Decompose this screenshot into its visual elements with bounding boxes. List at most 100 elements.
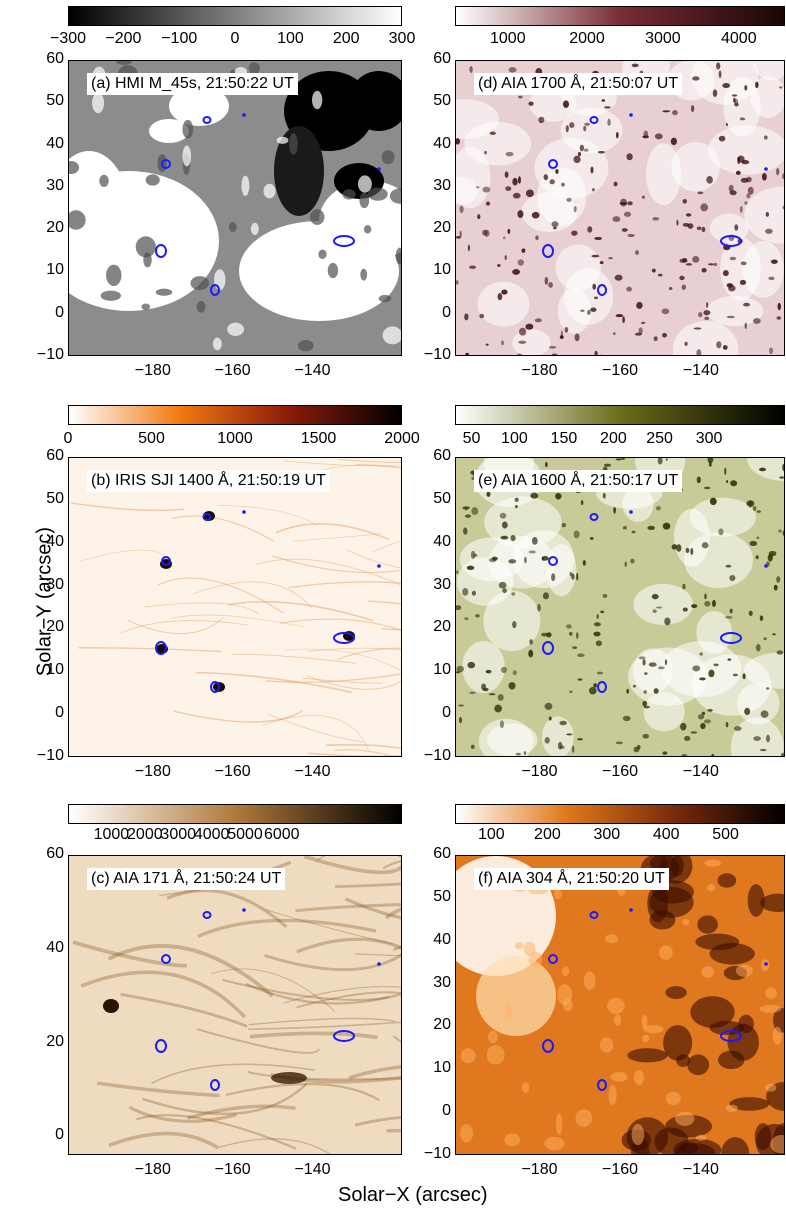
texture-blob	[583, 125, 587, 132]
texture-blob	[149, 119, 189, 143]
loop-strand	[186, 1104, 296, 1120]
texture-blob	[672, 321, 739, 355]
colorbar-tick-label: 3000	[160, 826, 197, 843]
texture-blob	[665, 1091, 681, 1106]
texture-blob	[776, 576, 781, 583]
colorbar-tick-label: 1000	[93, 826, 130, 843]
loop-strand	[248, 1021, 401, 1031]
texture-blob	[569, 122, 575, 128]
loop-strand	[334, 749, 394, 756]
image-panel-a: (a) HMI M_45s, 21:50:22 UT	[68, 60, 402, 356]
contour	[155, 244, 167, 258]
texture-blob	[602, 593, 608, 599]
texture-blob	[716, 341, 722, 349]
texture-blob	[458, 716, 463, 724]
texture-blob	[776, 650, 784, 655]
texture-blob	[684, 532, 754, 588]
texture-blob	[608, 1084, 617, 1106]
texture-blob	[704, 859, 722, 867]
texture-blob	[759, 467, 767, 472]
contour-dot	[377, 167, 381, 171]
texture-blob	[713, 262, 718, 267]
texture-blob	[577, 738, 584, 741]
loop-strand	[271, 555, 400, 574]
texture-blob	[598, 150, 605, 154]
texture-blob	[642, 700, 648, 707]
texture-blob	[782, 530, 784, 536]
loop-strand	[264, 953, 401, 972]
y-tick-label: 20	[433, 618, 451, 636]
contour-dot	[629, 908, 633, 912]
colorbar-tick-label: 2000	[384, 430, 420, 447]
colorbar-tick-label: 200	[534, 826, 561, 843]
x-tick-label: −140	[682, 1161, 719, 1178]
texture-blob	[729, 1097, 770, 1111]
loop-strand	[346, 549, 401, 569]
texture-blob	[576, 632, 579, 640]
texture-blob	[759, 615, 764, 621]
texture-blob	[622, 486, 654, 523]
texture-blob	[469, 691, 476, 695]
contour	[542, 641, 554, 655]
texture-blob	[518, 340, 527, 344]
loop-strand	[120, 620, 249, 634]
texture-blob	[487, 1030, 498, 1044]
colorbar-tick-label: 200	[332, 30, 360, 47]
y-tick-label: 10	[46, 261, 64, 279]
y-tick-label: −10	[36, 346, 64, 363]
texture-blob	[721, 1137, 750, 1154]
texture-blob	[501, 340, 504, 346]
texture-blob	[534, 318, 542, 323]
x-tick-label: −180	[134, 1161, 171, 1178]
texture-blob	[508, 559, 517, 564]
texture-blob	[463, 527, 468, 535]
colorbar-tick-label: 2000	[127, 826, 163, 843]
contour	[161, 159, 171, 169]
colorbar-tick-label: 300	[593, 826, 621, 843]
texture-blob	[541, 632, 548, 637]
contour	[720, 1030, 742, 1042]
texture-blob	[584, 122, 591, 126]
loop-strand	[382, 860, 401, 870]
texture-blob	[782, 173, 784, 180]
texture-blob	[642, 658, 646, 666]
texture-blob	[706, 301, 709, 308]
texture-blob	[560, 330, 563, 339]
texture-blob	[591, 254, 600, 258]
texture-blob	[572, 646, 578, 649]
texture-blob	[729, 190, 737, 196]
texture-blob	[497, 694, 504, 701]
y-tick-label: 60	[433, 845, 451, 862]
contour-dot	[377, 962, 381, 966]
texture-blob	[755, 81, 759, 89]
colorbar-tick-label: 5000	[227, 826, 263, 843]
x-tick-label: −140	[682, 763, 719, 780]
colorbar-b	[68, 405, 402, 425]
texture-blob	[342, 189, 356, 200]
texture-blob	[652, 609, 657, 613]
colorbar-c	[68, 804, 402, 824]
loop-strand	[372, 541, 401, 553]
texture-blob	[456, 605, 462, 611]
x-axis-title: Solar−X (arcsec)	[338, 1184, 488, 1206]
texture-blob	[576, 572, 579, 581]
texture-blob	[626, 688, 629, 694]
colorbar-tick-label: 0	[63, 430, 73, 447]
texture-blob	[557, 741, 563, 750]
texture-blob	[685, 547, 690, 553]
texture-blob	[512, 621, 517, 629]
contour	[202, 513, 212, 521]
y-tick-label: −10	[423, 747, 451, 764]
texture-blob	[636, 744, 641, 750]
contour	[720, 632, 742, 644]
loop-strand	[70, 502, 185, 512]
texture-blob	[512, 670, 517, 676]
contour-dot	[764, 962, 768, 966]
texture-blob	[544, 276, 549, 285]
texture-blob	[523, 751, 527, 755]
texture-blob	[703, 486, 711, 490]
texture-blob	[768, 276, 775, 281]
texture-blob	[744, 707, 751, 716]
texture-blob	[100, 290, 121, 301]
y-tick-label: 50	[433, 887, 451, 905]
